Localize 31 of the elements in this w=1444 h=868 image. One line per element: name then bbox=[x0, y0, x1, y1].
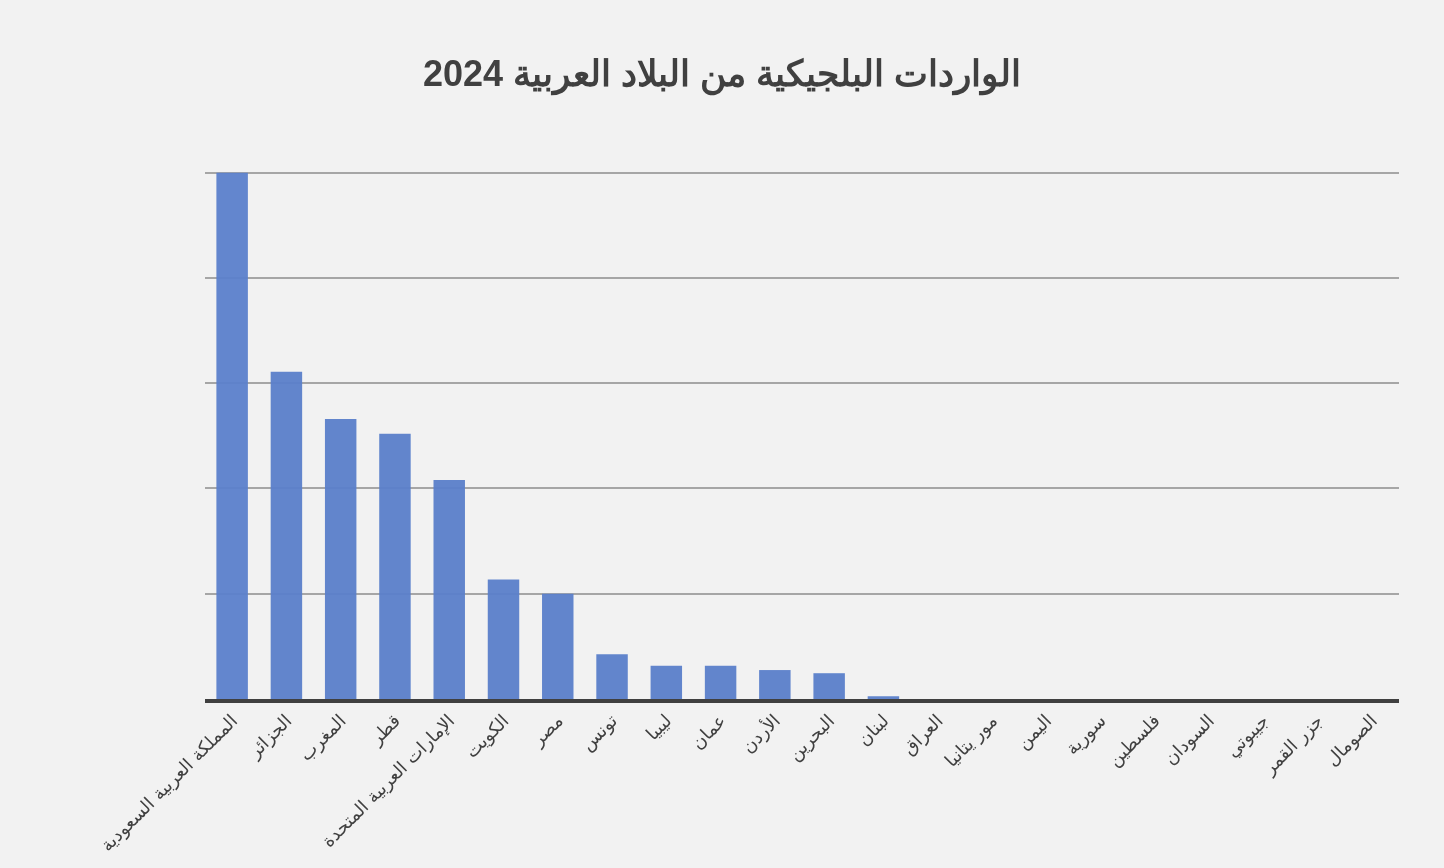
x-tick-label: الجزائر bbox=[243, 709, 297, 763]
bar bbox=[759, 670, 791, 699]
chart-title: الواردات البلجيكية من البلاد العربية 2024 bbox=[422, 52, 1022, 96]
bar bbox=[813, 673, 845, 699]
x-tick-label: الأردن bbox=[737, 709, 785, 757]
bar bbox=[867, 696, 900, 699]
bar bbox=[433, 480, 465, 699]
bar bbox=[324, 419, 357, 699]
x-tick-label: الصومال bbox=[1321, 709, 1382, 771]
x-tick-label: البحرين bbox=[783, 709, 840, 766]
x-tick-label: ليبيا bbox=[641, 709, 676, 745]
x-tick-label: اليمن bbox=[1012, 709, 1057, 754]
x-tick-label: جيبوتي bbox=[1221, 709, 1274, 762]
bar bbox=[487, 579, 520, 699]
bar bbox=[542, 593, 574, 699]
bar bbox=[379, 433, 411, 699]
x-tick-label: مصر bbox=[526, 709, 568, 752]
x-tick-label: الكويت bbox=[460, 709, 514, 763]
bar bbox=[596, 654, 628, 699]
x-tick-label: قطر bbox=[365, 709, 405, 750]
x-tick-label: المغرب bbox=[295, 709, 351, 766]
x-tick-label: عمان bbox=[686, 709, 730, 753]
bar bbox=[216, 172, 248, 699]
bar bbox=[650, 665, 683, 699]
x-tick-label: لبنان bbox=[852, 709, 893, 750]
x-tick-label: السودان bbox=[1159, 709, 1219, 770]
x-tick-label: المملكة العربية السعودية bbox=[95, 709, 243, 857]
x-tick-label: سورية bbox=[1061, 709, 1111, 760]
bar bbox=[704, 665, 737, 699]
bar bbox=[270, 371, 303, 699]
x-tick-label: تونس bbox=[576, 709, 622, 756]
